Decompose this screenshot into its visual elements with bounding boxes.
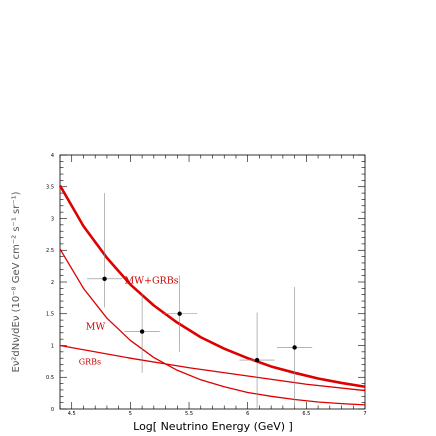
model-curves: [58, 184, 366, 406]
data-point: [102, 276, 107, 282]
y-tick-label: 1: [51, 343, 54, 349]
error-bars: [86, 193, 313, 408]
curve-label: MW: [86, 322, 106, 333]
x-tick-label: 6.5: [302, 411, 310, 417]
data-point: [177, 311, 182, 316]
curve-mw-grbs: [58, 184, 366, 389]
data-point: [254, 357, 260, 363]
y-tick-label: 2.5: [46, 248, 54, 254]
y-tick-label: 1.5: [46, 312, 54, 318]
data-point: [292, 345, 297, 350]
data-points: [102, 276, 297, 363]
x-tick-label: 5.5: [185, 411, 193, 417]
curve-mw: [59, 248, 366, 406]
y-tick-label: 4: [51, 153, 54, 159]
y-tick-labels: 0 0.5 1 1.5 2 2.5 3 3.5 4: [46, 153, 54, 413]
y-tick-label: 3: [51, 216, 54, 222]
y-tick-label: 0: [51, 407, 54, 413]
y-axis-title: Eν²dNν/dEν (10⁻⁸ GeV cm⁻² s⁻¹ sr⁻¹): [11, 191, 22, 372]
x-tick-label: 5: [129, 411, 132, 417]
y-tick-label: 0.5: [46, 375, 54, 381]
y-tick-label: 2: [51, 280, 54, 286]
x-axis-title: Log[ Neutrino Energy (GeV) ]: [133, 420, 293, 433]
data-point: [139, 329, 145, 334]
curve-labels: MW+GRBs MW GRBs: [79, 275, 179, 366]
axis-ticks: [59, 154, 366, 410]
x-tick-label: 6: [246, 411, 249, 417]
curve-label: GRBs: [79, 358, 101, 367]
x-tick-label: 7: [363, 411, 366, 417]
curve-label: MW+GRBs: [125, 275, 179, 286]
curve-grbs: [59, 344, 366, 392]
y-tick-label: 3.5: [46, 185, 54, 191]
x-tick-label: 4.5: [68, 411, 76, 417]
x-tick-labels: 4.5 5 5.5 6 6.5 7: [68, 411, 367, 417]
